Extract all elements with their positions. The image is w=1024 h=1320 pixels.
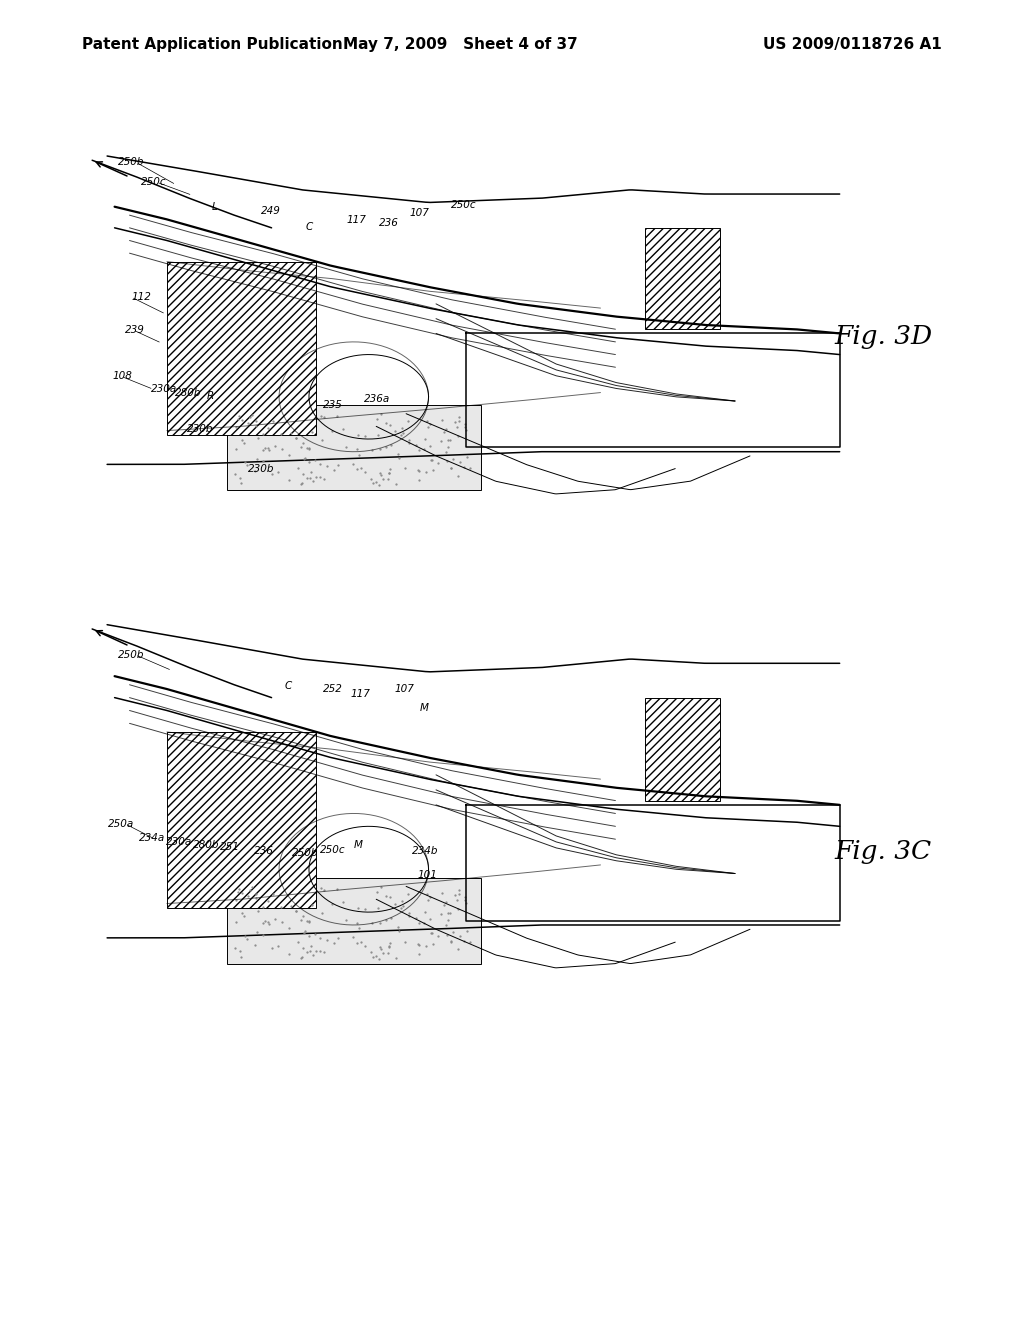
Text: 230b: 230b bbox=[187, 424, 214, 434]
Text: 280b: 280b bbox=[175, 388, 202, 399]
Text: May 7, 2009   Sheet 4 of 37: May 7, 2009 Sheet 4 of 37 bbox=[343, 37, 579, 51]
Text: C: C bbox=[305, 222, 312, 232]
Text: 117: 117 bbox=[350, 689, 370, 700]
Text: C: C bbox=[285, 681, 292, 692]
Text: 236: 236 bbox=[379, 218, 398, 228]
Polygon shape bbox=[167, 261, 316, 434]
Text: 235: 235 bbox=[323, 400, 342, 411]
Text: 250b: 250b bbox=[118, 157, 144, 168]
Text: Fig. 3D: Fig. 3D bbox=[835, 325, 933, 348]
Text: 239: 239 bbox=[125, 325, 144, 335]
Text: L: L bbox=[212, 202, 218, 213]
Text: 234a: 234a bbox=[139, 833, 166, 843]
Text: 112: 112 bbox=[131, 292, 151, 302]
Text: 249: 249 bbox=[261, 206, 281, 216]
Text: 250c: 250c bbox=[451, 199, 476, 210]
Text: 250b: 250b bbox=[118, 649, 144, 660]
Text: 250a: 250a bbox=[108, 818, 134, 829]
Text: Patent Application Publication: Patent Application Publication bbox=[82, 37, 343, 51]
Polygon shape bbox=[167, 731, 316, 908]
Text: 250b: 250b bbox=[292, 847, 318, 858]
Text: 107: 107 bbox=[394, 684, 414, 694]
Text: 280b: 280b bbox=[193, 840, 219, 850]
Polygon shape bbox=[226, 405, 481, 490]
Text: M: M bbox=[420, 702, 429, 713]
Polygon shape bbox=[645, 228, 720, 329]
Polygon shape bbox=[226, 878, 481, 964]
Text: 252: 252 bbox=[323, 684, 342, 694]
Polygon shape bbox=[645, 697, 720, 800]
Text: R: R bbox=[207, 391, 214, 401]
Text: 117: 117 bbox=[346, 215, 366, 226]
Text: 108: 108 bbox=[113, 371, 132, 381]
Text: 236: 236 bbox=[254, 846, 273, 857]
Text: 250c: 250c bbox=[141, 177, 167, 187]
Text: 250c: 250c bbox=[319, 845, 345, 855]
Text: 107: 107 bbox=[410, 207, 429, 218]
Text: M: M bbox=[353, 840, 362, 850]
Text: 251: 251 bbox=[220, 842, 240, 853]
Text: 236a: 236a bbox=[364, 393, 390, 404]
Text: US 2009/0118726 A1: US 2009/0118726 A1 bbox=[763, 37, 942, 51]
Text: Fig. 3C: Fig. 3C bbox=[835, 840, 932, 863]
Text: 230b: 230b bbox=[248, 463, 274, 474]
Text: 101: 101 bbox=[418, 870, 437, 880]
Text: 234b: 234b bbox=[412, 846, 438, 857]
Text: 230a: 230a bbox=[151, 384, 177, 395]
Text: 230a: 230a bbox=[166, 837, 193, 847]
